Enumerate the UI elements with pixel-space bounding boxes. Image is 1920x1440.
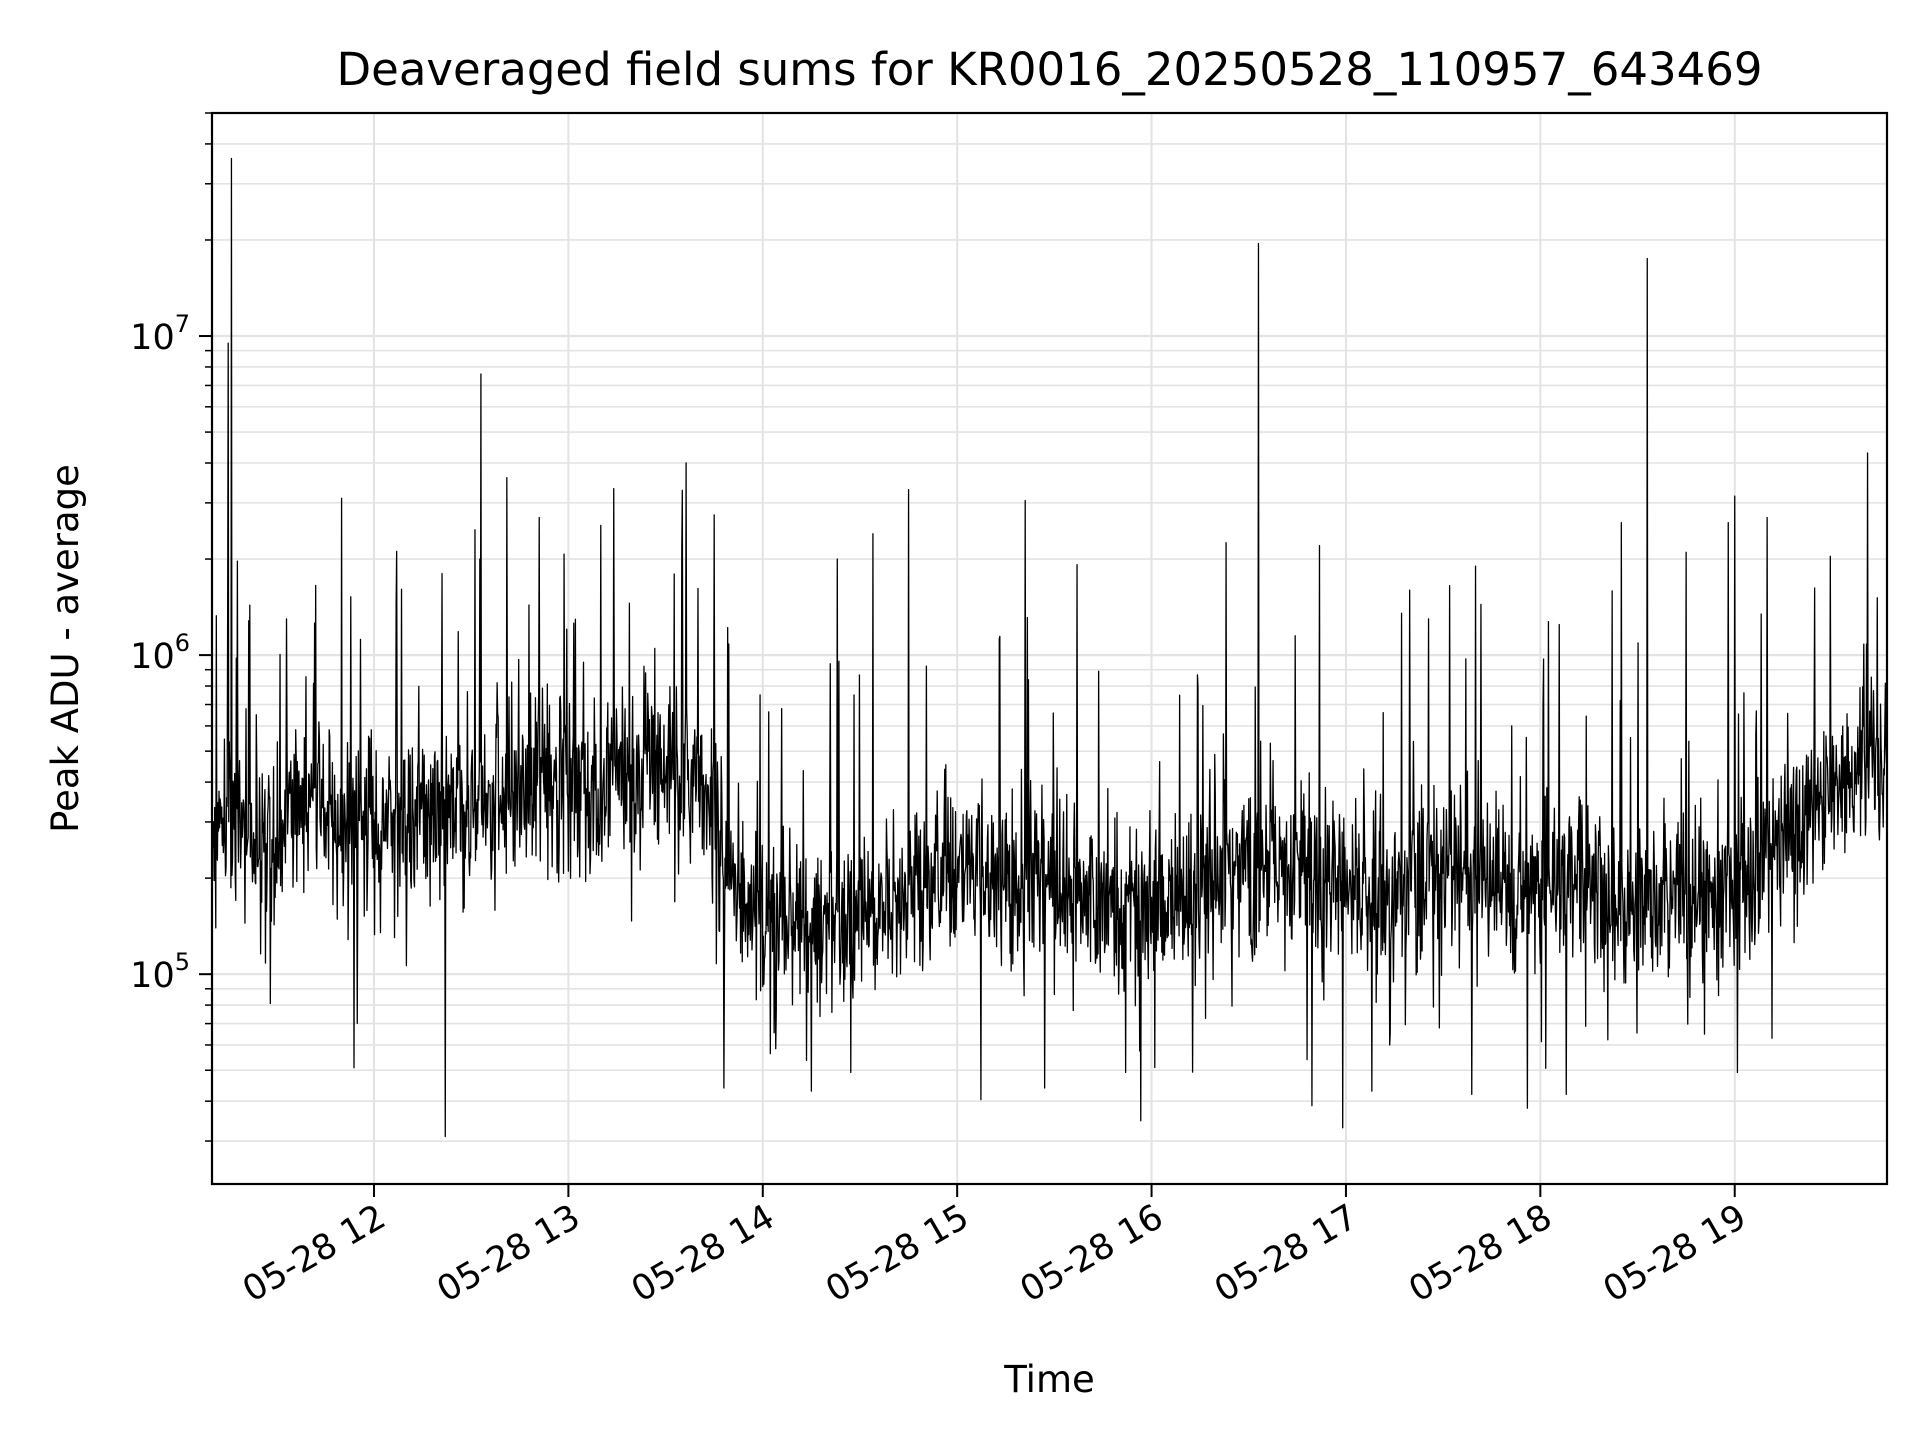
plot-frame bbox=[210, 111, 1889, 1186]
y-tick-label-exponent: 6 bbox=[175, 629, 190, 657]
chart-title: Deaveraged field sums for KR0016_2025052… bbox=[337, 43, 1763, 96]
y-tick-label: 105 bbox=[130, 948, 190, 996]
y-tick-label-exponent: 5 bbox=[175, 948, 190, 976]
y-axis-label: Peak ADU - average bbox=[44, 464, 87, 833]
x-axis-label: Time bbox=[1003, 1358, 1095, 1401]
y-tick-label-base: 10 bbox=[130, 956, 175, 996]
y-tick-label: 107 bbox=[130, 310, 190, 358]
y-tick-label-base: 10 bbox=[130, 318, 175, 358]
series-line bbox=[211, 157, 1888, 1138]
y-tick-label: 106 bbox=[130, 629, 190, 677]
plot-series bbox=[211, 157, 1888, 1138]
y-tick-label-exponent: 7 bbox=[175, 310, 190, 338]
y-tick-label-base: 10 bbox=[130, 637, 175, 677]
grid-lines bbox=[212, 112, 1887, 1184]
